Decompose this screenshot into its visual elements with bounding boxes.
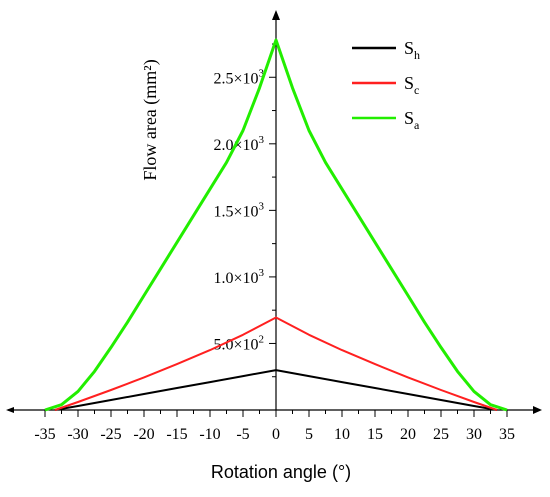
x-tick-label: 5 bbox=[305, 426, 313, 443]
x-tick-label: 0 bbox=[272, 426, 280, 443]
y-tick-label: 1.0×103 bbox=[213, 267, 264, 287]
y-axis-arrow bbox=[272, 10, 280, 20]
y-tick-label: 5.0×102 bbox=[213, 333, 264, 353]
x-tick-label: 20 bbox=[400, 426, 416, 443]
series-line-a bbox=[44, 38, 508, 412]
legend: Sh Sc Sa bbox=[352, 38, 420, 132]
x-axis-label: Rotation angle (°) bbox=[211, 462, 351, 482]
legend-label-c: Sc bbox=[404, 73, 419, 97]
legend-label-a: Sa bbox=[404, 108, 420, 132]
x-tick-label: 15 bbox=[367, 426, 383, 443]
x-tick-label: -5 bbox=[236, 426, 249, 443]
x-tick-label: 30 bbox=[466, 426, 482, 443]
x-tick-label: 35 bbox=[499, 426, 515, 443]
x-tick-label: -20 bbox=[133, 426, 154, 443]
x-tick-label: -15 bbox=[166, 426, 187, 443]
x-tick-label: -25 bbox=[100, 426, 121, 443]
series-line-c bbox=[54, 316, 498, 411]
x-tick-label: 10 bbox=[334, 426, 350, 443]
series-layer bbox=[44, 38, 508, 412]
x-tick-label: -10 bbox=[199, 426, 220, 443]
x-tick-label: 25 bbox=[433, 426, 449, 443]
series-line-h bbox=[54, 369, 498, 411]
x-axis-left-arrow bbox=[6, 407, 14, 413]
x-axis-arrow bbox=[533, 406, 542, 414]
axes: -35 -30 -25 -20 -15 -10 -5 0 5 10 15 20 25 30 35 5.0×10… bbox=[6, 10, 542, 443]
y-tick-label: 2.5×103 bbox=[213, 67, 264, 87]
y-axis-label: Flow area (mm²) bbox=[140, 59, 161, 180]
legend-label-h: Sh bbox=[404, 38, 420, 62]
x-tick-label: -30 bbox=[67, 426, 88, 443]
x-tick-label: -35 bbox=[34, 426, 55, 443]
y-tick-label: 1.5×103 bbox=[213, 200, 264, 220]
